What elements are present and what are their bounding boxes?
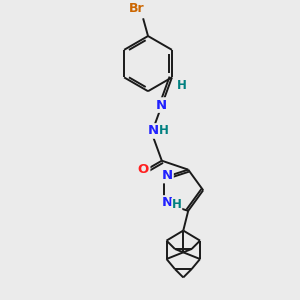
Text: N: N <box>161 196 172 209</box>
Text: O: O <box>138 163 149 176</box>
Text: N: N <box>161 169 172 182</box>
Text: Br: Br <box>128 2 144 15</box>
Text: H: H <box>177 79 187 92</box>
Text: H: H <box>172 199 182 212</box>
Text: N: N <box>156 99 167 112</box>
Text: N: N <box>148 124 159 137</box>
Text: H: H <box>159 124 169 137</box>
